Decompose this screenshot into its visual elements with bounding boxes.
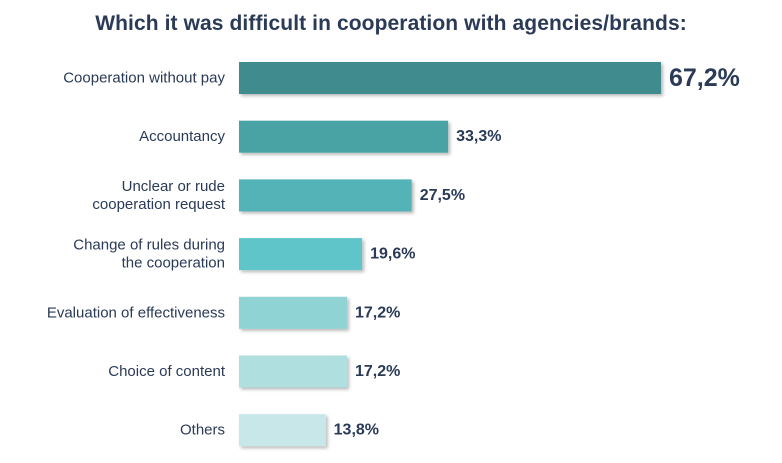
value-label-6: 17,2% bbox=[355, 363, 400, 380]
value-label-1: 67,2% bbox=[669, 64, 740, 92]
category-label-7: Others bbox=[180, 422, 225, 439]
category-label-6: Choice of content bbox=[108, 363, 226, 380]
bar-7 bbox=[239, 414, 326, 447]
category-label-1: Cooperation without pay bbox=[63, 70, 225, 87]
value-label-4: 19,6% bbox=[370, 246, 415, 263]
category-label-2: Accountancy bbox=[139, 128, 225, 145]
category-label-5: Evaluation of effectiveness bbox=[47, 304, 225, 321]
chart-title: Which it was difficult in cooperation wi… bbox=[95, 12, 687, 35]
bar-6 bbox=[239, 355, 348, 388]
bar-2 bbox=[239, 120, 449, 153]
bar-4 bbox=[239, 238, 363, 271]
value-label-7: 13,8% bbox=[334, 422, 379, 439]
value-label-2: 33,3% bbox=[456, 128, 501, 145]
category-label-4: Change of rules during the cooperation bbox=[73, 237, 225, 272]
bar-3 bbox=[239, 179, 412, 212]
category-label-3: Unclear or rude cooperation request bbox=[92, 178, 225, 213]
bar-1 bbox=[239, 62, 661, 94]
value-label-3: 27,5% bbox=[420, 187, 465, 204]
bar-5 bbox=[239, 296, 348, 329]
value-label-5: 17,2% bbox=[355, 304, 400, 321]
